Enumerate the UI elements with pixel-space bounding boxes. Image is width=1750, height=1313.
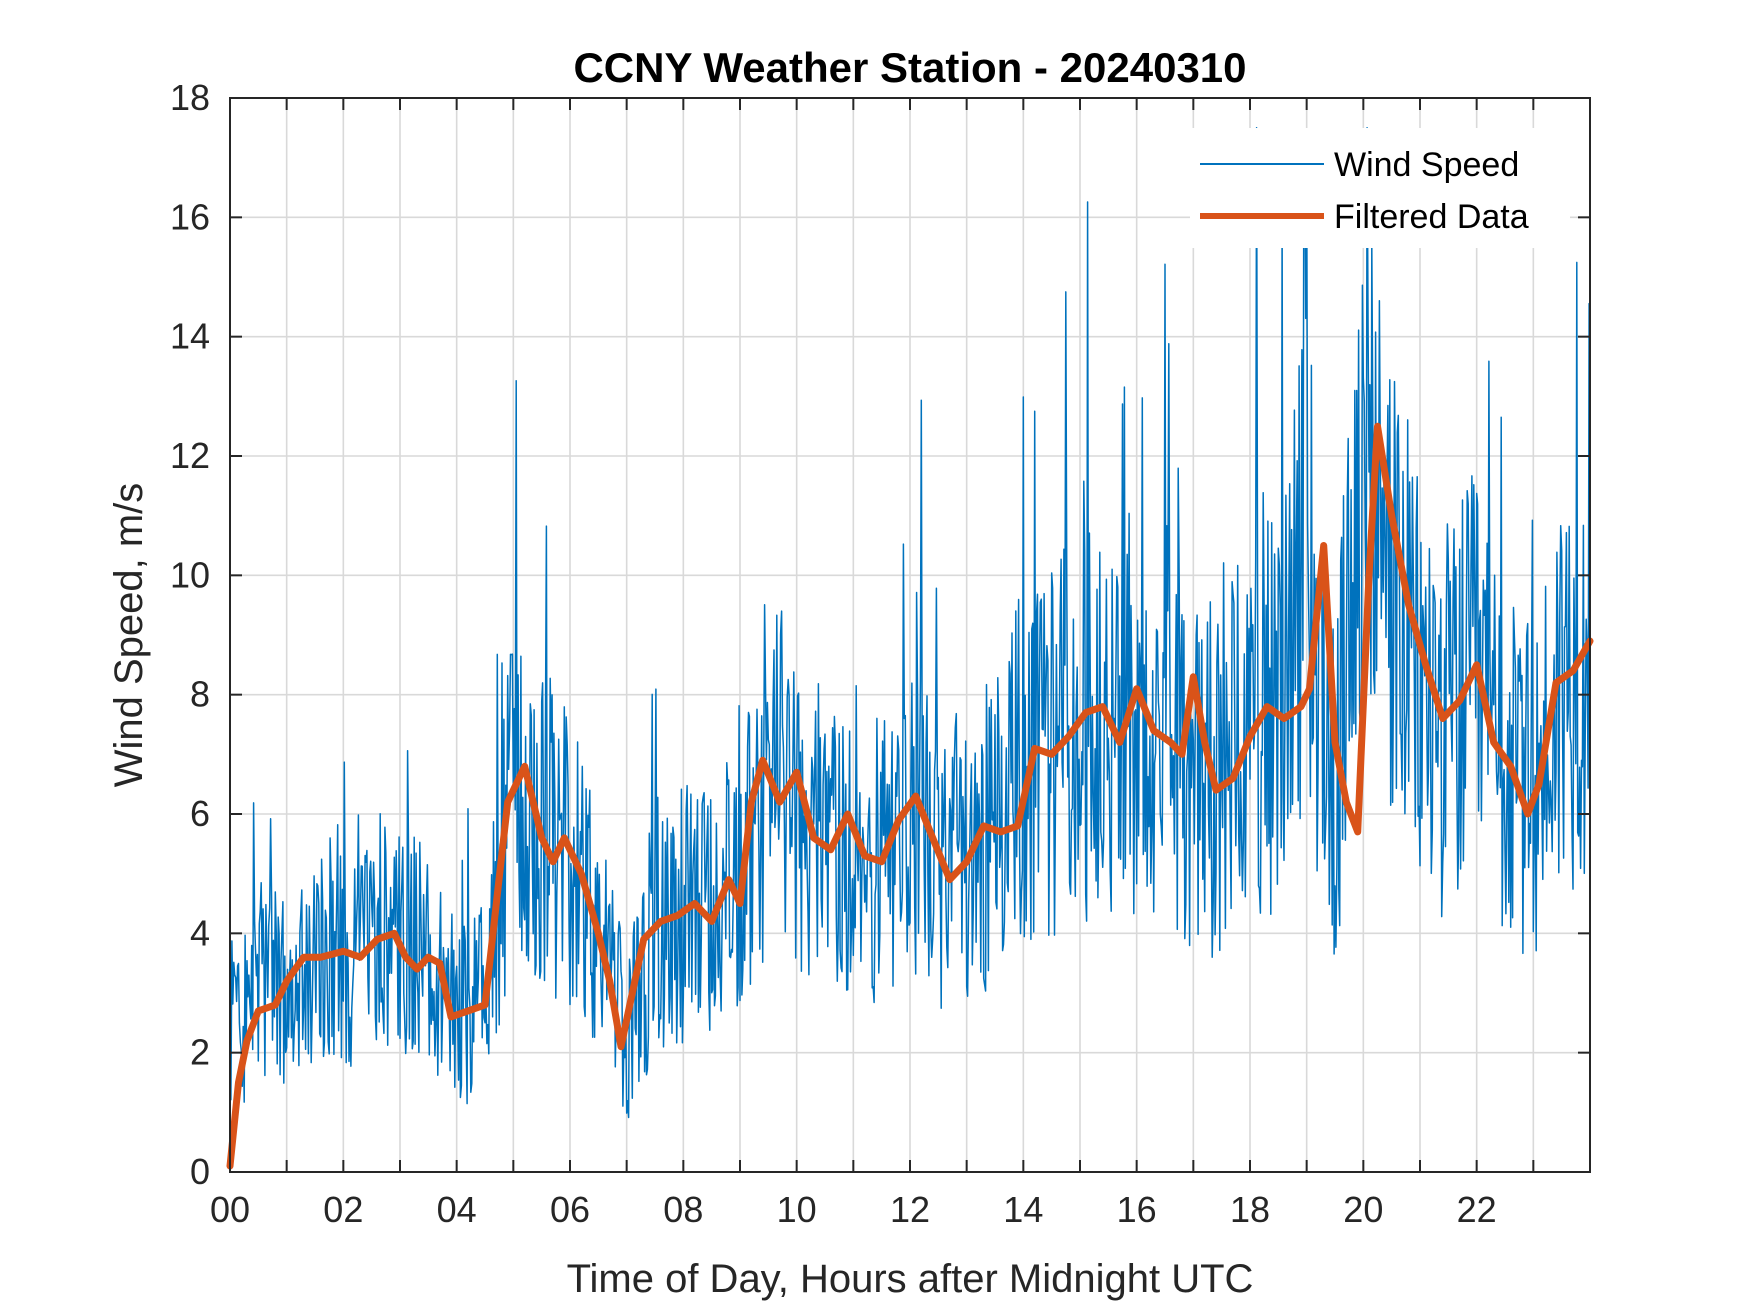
chart-title: CCNY Weather Station - 20240310 xyxy=(573,44,1246,91)
series-line-filtered-data xyxy=(226,422,1594,1170)
x-tick-label: 16 xyxy=(1117,1189,1157,1230)
y-tick-label: 6 xyxy=(190,793,210,834)
x-tick-label: 02 xyxy=(323,1189,363,1230)
x-tick-label: 10 xyxy=(777,1189,817,1230)
y-tick-label: 18 xyxy=(170,77,210,118)
x-tick-label: 00 xyxy=(210,1189,250,1230)
x-tick-label: 04 xyxy=(437,1189,477,1230)
y-tick-label: 8 xyxy=(190,674,210,715)
series-line-wind-speed xyxy=(229,127,1591,1119)
x-tick-label: 20 xyxy=(1343,1189,1383,1230)
x-tick-label: 08 xyxy=(663,1189,703,1230)
x-tick-label: 14 xyxy=(1003,1189,1043,1230)
legend-label-wind-speed: Wind Speed xyxy=(1334,146,1519,184)
y-tick-label: 0 xyxy=(190,1151,210,1192)
y-tick-label: 10 xyxy=(170,554,210,595)
x-tick-label: 06 xyxy=(550,1189,590,1230)
y-tick-label: 12 xyxy=(170,435,210,476)
y-tick-label: 4 xyxy=(190,912,210,953)
y-axis-label: Wind Speed, m/s xyxy=(107,483,151,788)
y-tick-label: 14 xyxy=(170,316,210,357)
x-tick-label: 12 xyxy=(890,1189,930,1230)
legend-label-filtered-data: Filtered Data xyxy=(1334,198,1529,236)
x-tick-label: 18 xyxy=(1230,1189,1270,1230)
legend: Wind Speed Filtered Data xyxy=(1190,128,1570,248)
x-axis-label: Time of Day, Hours after Midnight UTC xyxy=(567,1257,1254,1301)
legend-box xyxy=(1190,128,1570,248)
x-tick-label: 22 xyxy=(1457,1189,1497,1230)
y-tick-label: 2 xyxy=(190,1032,210,1073)
series-layer xyxy=(226,127,1594,1170)
y-tick-label: 16 xyxy=(170,196,210,237)
